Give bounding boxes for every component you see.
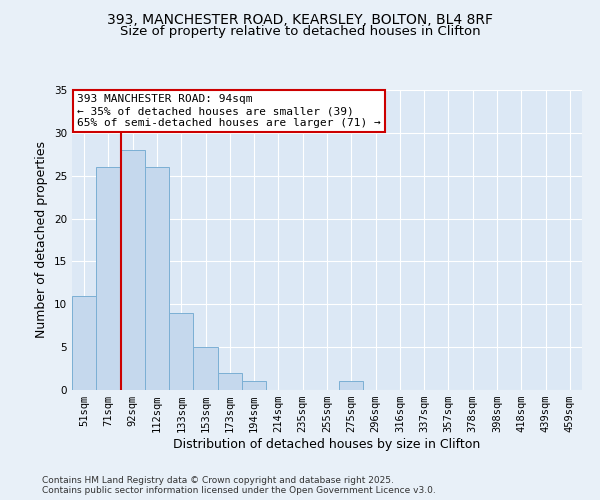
- Bar: [218, 373, 242, 390]
- Bar: [96, 167, 121, 390]
- Y-axis label: Number of detached properties: Number of detached properties: [35, 142, 49, 338]
- Bar: [72, 296, 96, 390]
- Bar: [121, 150, 145, 390]
- Bar: [145, 167, 169, 390]
- Bar: [242, 382, 266, 390]
- Bar: [339, 382, 364, 390]
- Text: Size of property relative to detached houses in Clifton: Size of property relative to detached ho…: [119, 25, 481, 38]
- Text: Contains HM Land Registry data © Crown copyright and database right 2025.
Contai: Contains HM Land Registry data © Crown c…: [42, 476, 436, 495]
- Bar: [169, 313, 193, 390]
- Text: 393, MANCHESTER ROAD, KEARSLEY, BOLTON, BL4 8RF: 393, MANCHESTER ROAD, KEARSLEY, BOLTON, …: [107, 12, 493, 26]
- Text: 393 MANCHESTER ROAD: 94sqm
← 35% of detached houses are smaller (39)
65% of semi: 393 MANCHESTER ROAD: 94sqm ← 35% of deta…: [77, 94, 381, 128]
- Bar: [193, 347, 218, 390]
- X-axis label: Distribution of detached houses by size in Clifton: Distribution of detached houses by size …: [173, 438, 481, 451]
